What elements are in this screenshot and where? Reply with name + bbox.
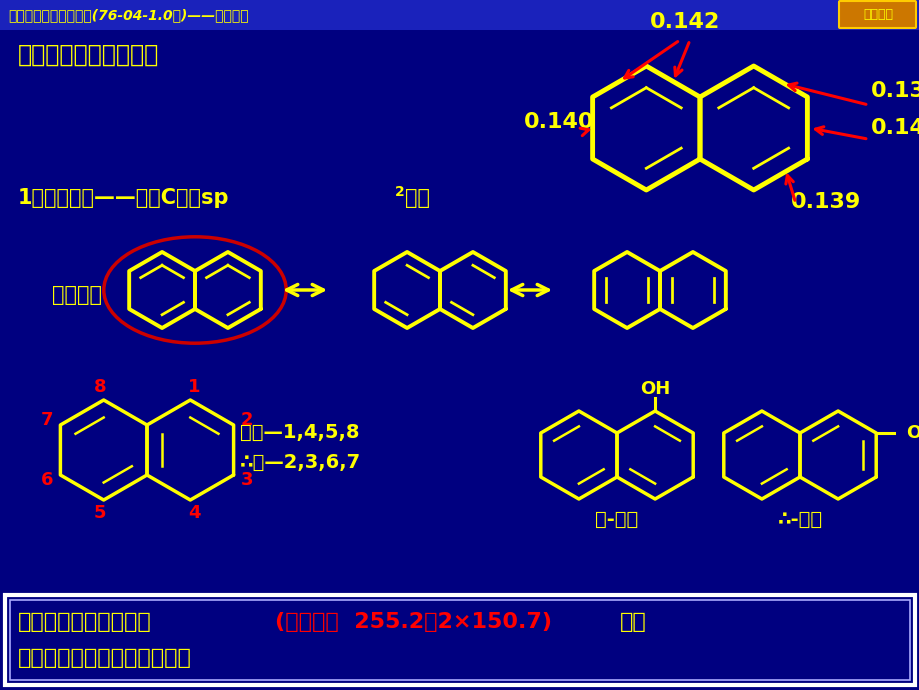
Text: ∴位—2,3,6,7: ∴位—2,3,6,7 xyxy=(240,453,361,471)
Text: 0.142: 0.142 xyxy=(649,12,720,32)
Text: ，加: ，加 xyxy=(619,612,646,632)
Text: 蔄的平均化效果不如苯: 蔄的平均化效果不如苯 xyxy=(18,612,152,632)
Text: 1: 1 xyxy=(187,378,200,396)
Text: 4: 4 xyxy=(187,504,200,522)
Text: 返回首页: 返回首页 xyxy=(862,8,892,21)
Text: 0.137: 0.137 xyxy=(869,81,919,101)
Text: 6: 6 xyxy=(41,471,53,489)
Text: 2: 2 xyxy=(240,411,253,428)
Text: 1、蔄的结构——十个C均为sp: 1、蔄的结构——十个C均为sp xyxy=(18,188,229,208)
Text: 7: 7 xyxy=(41,411,53,428)
Text: OH: OH xyxy=(640,380,670,398)
Text: ∴-蔄酚: ∴-蔄酚 xyxy=(777,510,822,529)
Text: ～-蔄酚: ～-蔄酚 xyxy=(595,510,638,529)
Text: 8: 8 xyxy=(94,378,106,396)
Text: OH: OH xyxy=(905,424,919,442)
Bar xyxy=(0,0,919,30)
Text: 0.140: 0.140 xyxy=(524,112,595,132)
Text: 0.140: 0.140 xyxy=(869,118,919,138)
Text: (共振能：  255.2＜2×150.7): (共振能： 255.2＜2×150.7) xyxy=(275,612,551,632)
Text: 《有机化学》教学课件(76-04-1.0版)——第十六讲: 《有机化学》教学课件(76-04-1.0版)——第十六讲 xyxy=(8,8,248,22)
FancyBboxPatch shape xyxy=(838,1,915,28)
Text: 杂化: 杂化 xyxy=(404,188,429,208)
Text: 3: 3 xyxy=(240,471,253,489)
Bar xyxy=(5,595,914,685)
Text: （一）蔄的结构和性质: （一）蔄的结构和性质 xyxy=(18,43,159,67)
Text: 成、氧化、取代都比苯容易。: 成、氧化、取代都比苯容易。 xyxy=(18,648,192,668)
Bar xyxy=(10,600,909,680)
Text: 2: 2 xyxy=(394,185,404,199)
Text: ～位—1,4,5,8: ～位—1,4,5,8 xyxy=(240,422,359,442)
Text: 5: 5 xyxy=(94,504,106,522)
Text: 共振式：: 共振式： xyxy=(52,285,102,305)
Text: 0.139: 0.139 xyxy=(789,192,860,212)
